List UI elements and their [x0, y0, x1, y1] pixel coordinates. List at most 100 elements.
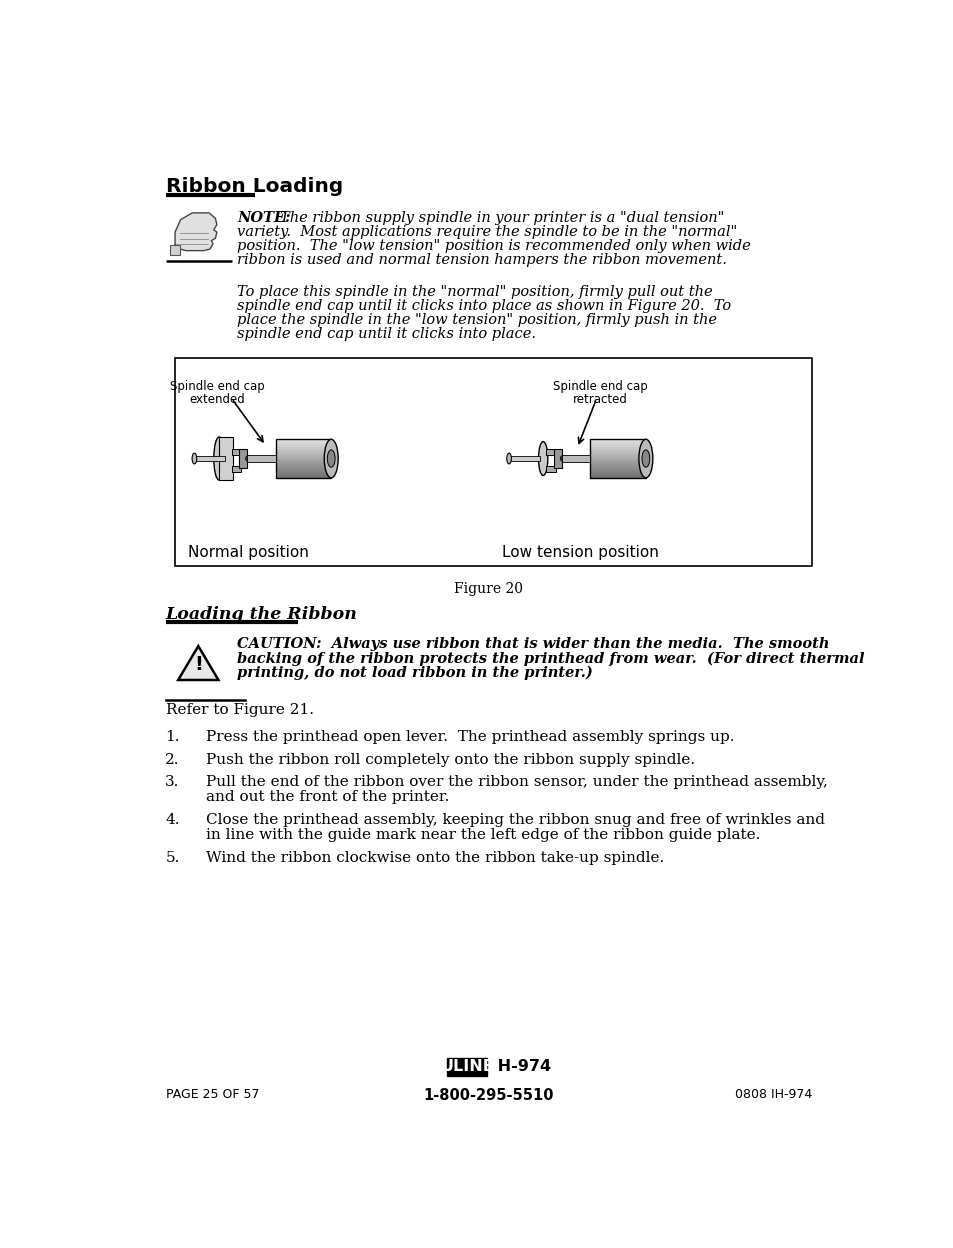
Bar [275, 458, 331, 461]
Ellipse shape [537, 442, 547, 475]
Bar [275, 474, 331, 475]
Text: retracted: retracted [573, 393, 627, 406]
Bar [219, 437, 233, 480]
Bar [590, 470, 645, 472]
Bar [590, 457, 645, 458]
Bar [509, 457, 539, 461]
Text: Press the printhead open lever.  The printhead assembly springs up.: Press the printhead open lever. The prin… [206, 730, 734, 744]
Text: spindle end cap until it clicks into place.: spindle end cap until it clicks into pla… [236, 327, 536, 341]
Bar [447, 1057, 487, 1076]
Text: Ribbon Loading: Ribbon Loading [166, 177, 343, 196]
Text: CAUTION:  Always use ribbon that is wider than the media.  The smooth: CAUTION: Always use ribbon that is wider… [236, 638, 829, 651]
Text: H-974: H-974 [492, 1060, 551, 1075]
Bar [275, 454, 331, 457]
Text: The ribbon supply spindle in your printer is a "dual tension": The ribbon supply spindle in your printe… [280, 211, 724, 225]
Bar [561, 456, 590, 462]
Bar [171, 246, 179, 256]
Bar [275, 439, 331, 442]
Text: in line with the guide mark near the left edge of the ribbon guide plate.: in line with the guide mark near the lef… [206, 829, 760, 842]
Text: !: ! [193, 655, 203, 674]
Bar [590, 444, 645, 447]
Text: ULINE: ULINE [440, 1060, 494, 1075]
Bar [275, 466, 331, 468]
Bar [275, 462, 331, 464]
Bar [239, 449, 247, 468]
Bar [590, 472, 645, 474]
Polygon shape [178, 646, 218, 680]
Text: ribbon is used and normal tension hampers the ribbon movement.: ribbon is used and normal tension hamper… [236, 253, 726, 267]
Ellipse shape [213, 437, 224, 480]
Text: Normal position: Normal position [188, 545, 309, 560]
Bar [590, 451, 645, 453]
Text: and out the front of the printer.: and out the front of the printer. [206, 790, 449, 805]
Bar [275, 447, 331, 449]
Text: extended: extended [190, 393, 245, 406]
Bar [275, 472, 331, 474]
Text: To place this spindle in the "normal" position, firmly pull out the: To place this spindle in the "normal" po… [236, 285, 712, 298]
Text: Spindle end cap: Spindle end cap [171, 379, 265, 393]
Bar [590, 447, 645, 449]
Text: spindle end cap until it clicks into place as shown in Figure 20.  To: spindle end cap until it clicks into pla… [236, 298, 730, 313]
Bar [590, 475, 645, 478]
Text: 2.: 2. [165, 753, 179, 766]
Bar [590, 443, 645, 446]
Bar [275, 441, 331, 443]
Bar [590, 461, 645, 462]
Bar [590, 474, 645, 475]
Text: 1.: 1. [165, 730, 179, 744]
Bar [275, 464, 331, 467]
Bar [275, 453, 331, 454]
Text: backing of the ribbon protects the printhead from wear.  (For direct thermal: backing of the ribbon protects the print… [236, 651, 863, 665]
Text: printing, do not load ribbon in the printer.): printing, do not load ribbon in the prin… [236, 665, 592, 680]
Ellipse shape [192, 453, 196, 464]
Ellipse shape [506, 453, 511, 464]
Bar [275, 449, 331, 451]
Ellipse shape [639, 439, 652, 478]
Bar [275, 468, 331, 470]
Text: Figure 20: Figure 20 [454, 582, 523, 595]
Text: Loading the Ribbon: Loading the Ribbon [166, 607, 357, 623]
Bar [590, 439, 645, 478]
Bar [275, 451, 331, 453]
Bar [275, 470, 331, 472]
Circle shape [559, 456, 566, 462]
Text: variety.  Most applications require the spindle to be in the "normal": variety. Most applications require the s… [236, 225, 737, 238]
Ellipse shape [641, 449, 649, 467]
Text: place the spindle in the "low tension" position, firmly push in the: place the spindle in the "low tension" p… [236, 313, 717, 327]
Bar [232, 467, 241, 473]
Bar [275, 443, 331, 446]
Bar [590, 458, 645, 461]
Bar [590, 462, 645, 464]
Text: position.  The "low tension" position is recommended only when wide: position. The "low tension" position is … [236, 240, 750, 253]
Bar [275, 457, 331, 458]
Text: Push the ribbon roll completely onto the ribbon supply spindle.: Push the ribbon roll completely onto the… [206, 753, 695, 766]
Text: Refer to Figure 21.: Refer to Figure 21. [166, 703, 314, 718]
Ellipse shape [327, 449, 335, 467]
Bar [194, 457, 225, 461]
Text: 0808 IH-974: 0808 IH-974 [734, 1088, 811, 1102]
Bar [174, 358, 811, 567]
Text: Low tension position: Low tension position [501, 545, 659, 560]
Text: Wind the ribbon clockwise onto the ribbon take-up spindle.: Wind the ribbon clockwise onto the ribbo… [206, 851, 663, 865]
Text: 1-800-295-5510: 1-800-295-5510 [423, 1088, 554, 1103]
Bar [590, 454, 645, 457]
Text: PAGE 25 OF 57: PAGE 25 OF 57 [166, 1088, 259, 1102]
Polygon shape [174, 213, 216, 256]
Bar [275, 444, 331, 447]
Text: 3.: 3. [165, 775, 179, 790]
Text: NOTE:: NOTE: [236, 211, 291, 225]
Bar [590, 449, 645, 451]
Bar [590, 466, 645, 468]
Bar [546, 449, 555, 456]
Bar [219, 437, 233, 480]
Bar [590, 464, 645, 467]
Bar [554, 449, 561, 468]
Bar [546, 467, 555, 473]
Bar [275, 439, 331, 478]
Text: Pull the end of the ribbon over the ribbon sensor, under the printhead assembly,: Pull the end of the ribbon over the ribb… [206, 775, 827, 790]
Text: 4.: 4. [165, 814, 179, 827]
Bar [275, 475, 331, 478]
Text: 5.: 5. [165, 851, 179, 865]
Text: Spindle end cap: Spindle end cap [553, 379, 647, 393]
Bar [247, 456, 275, 462]
